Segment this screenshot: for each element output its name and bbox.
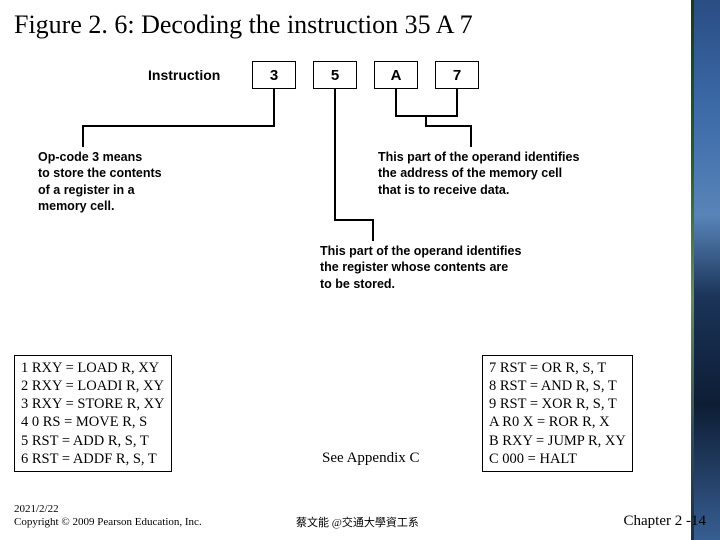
footer-right: Chapter 2 -14 [624,513,706,530]
table-row: 4 0 RS = MOVE R, S [21,413,165,431]
anno-register: This part of the operand identifiesthe r… [320,243,590,292]
instruction-label: Instruction [148,67,220,83]
hex-box-3: 7 [435,61,479,89]
conn-line [395,89,397,115]
table-row: A R0 X = ROR R, X [489,413,626,431]
conn-line [82,125,84,147]
side-edge-strip [691,0,694,540]
decoding-diagram: Instruction 3 5 A 7 Op-code 3 meansto st… [60,55,640,355]
opcode-table-left: 1 RXY = LOAD R, XY 2 RXY = LOADI R, XY 3… [14,355,172,472]
figure-title: Figure 2. 6: Decoding the instruction 35… [14,10,473,40]
table-row: 9 RST = XOR R, S, T [489,395,626,413]
conn-line [470,125,472,147]
footer-copyright: Copyright © 2009 Pearson Education, Inc. [14,516,202,530]
conn-line [425,125,472,127]
anno-address: This part of the operand identifiesthe a… [378,149,648,198]
table-row: 6 RST = ADDF R, S, T [21,450,165,468]
conn-line [334,89,336,219]
conn-line [425,115,427,125]
table-row: 8 RST = AND R, S, T [489,377,626,395]
hex-box-1: 5 [313,61,357,89]
table-row: 5 RST = ADD R, S, T [21,432,165,450]
hex-box-2: A [374,61,418,89]
table-row: 3 RXY = STORE R, XY [21,395,165,413]
hex-box-0: 3 [252,61,296,89]
conn-line [372,219,374,241]
side-gradient-strip [694,0,720,540]
opcode-table-right: 7 RST = OR R, S, T 8 RST = AND R, S, T 9… [482,355,633,472]
conn-line [334,219,374,221]
table-row: C 000 = HALT [489,450,626,468]
conn-line [456,89,458,115]
footer-left: 2021/2/22 Copyright © 2009 Pearson Educa… [14,503,202,531]
table-row: 2 RXY = LOADI R, XY [21,377,165,395]
anno-opcode: Op-code 3 meansto store the contentsof a… [38,149,208,214]
conn-line [273,89,275,125]
footer-date: 2021/2/22 [14,503,202,517]
conn-line [82,125,275,127]
table-row: 7 RST = OR R, S, T [489,359,626,377]
table-row: 1 RXY = LOAD R, XY [21,359,165,377]
footer-center: 蔡文能 @交通大學資工系 [296,514,419,530]
table-row: B RXY = JUMP R, XY [489,432,626,450]
see-appendix-label: See Appendix C [322,450,420,467]
